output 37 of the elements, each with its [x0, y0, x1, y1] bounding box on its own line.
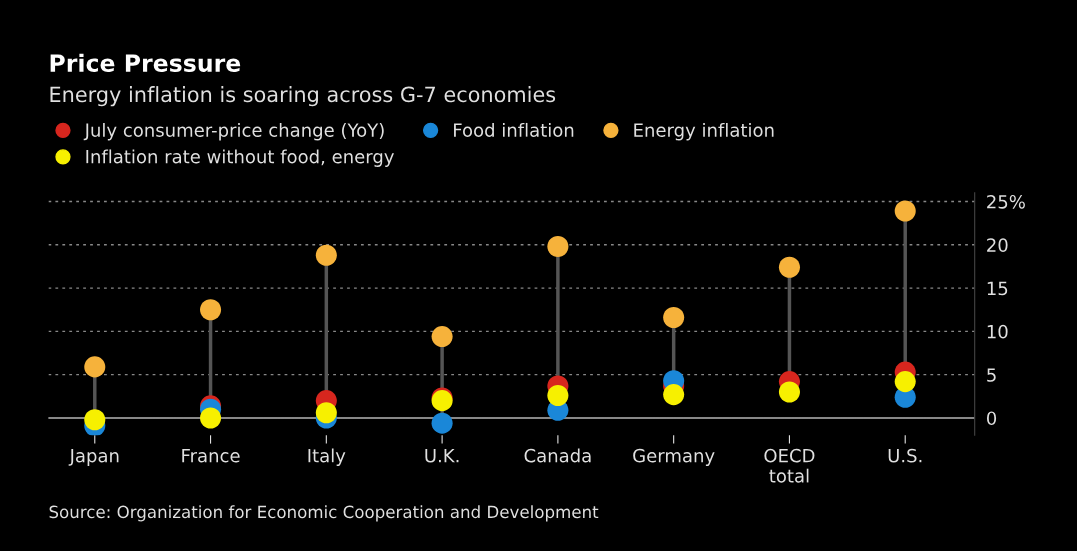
point [894, 200, 916, 222]
y-tick-label: 5 [987, 368, 996, 382]
y-tick-label: 10 [987, 324, 1008, 339]
point [431, 412, 453, 434]
x-tick-label: Germany [633, 448, 715, 466]
legend-label: Food inflation [454, 122, 574, 137]
point [547, 236, 569, 258]
point [315, 402, 337, 424]
point [778, 256, 800, 278]
point [431, 326, 453, 348]
x-tick-label: Canada [524, 448, 591, 463]
x-tick-label: Japan [68, 449, 119, 466]
chart-subtitle: Energy inflation is soaring across G-7 economies [50, 86, 556, 107]
point [663, 307, 685, 329]
x-tick-label: U.S. [888, 448, 922, 463]
point [200, 299, 222, 321]
point [84, 409, 106, 431]
y-tick-label: 20 [987, 238, 1008, 252]
legend-label: Inflation rate without food, energy [86, 149, 394, 167]
y-tick-label: 25% [987, 194, 1025, 209]
source-note: Source: Organization for Economic Cooperation and Development [49, 505, 599, 522]
point [778, 381, 800, 403]
point [663, 384, 685, 406]
x-tick-label: U.K. [425, 449, 459, 463]
point [84, 356, 106, 378]
x-tick-label: France [182, 449, 240, 463]
legend-label: Energy inflation [634, 122, 774, 141]
chart-title: Price Pressure [50, 53, 241, 72]
point [200, 407, 222, 429]
point [315, 244, 337, 266]
x-tick-label: Italy [308, 448, 346, 466]
point [547, 384, 569, 406]
y-tick-label: 15 [987, 281, 1008, 296]
y-tick-label: 0 [986, 411, 997, 426]
x-tick-label: OECD total [764, 448, 815, 483]
point [894, 371, 916, 393]
legend-label: July consumer-price change (YoY) [83, 122, 384, 141]
